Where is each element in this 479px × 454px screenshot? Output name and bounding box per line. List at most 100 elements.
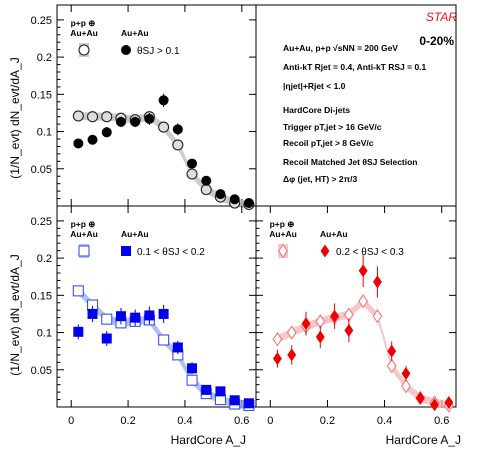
y-tick-label: 0.05 — [31, 164, 52, 176]
legend-pp-label-2: Au+Au — [70, 28, 98, 38]
pp-point — [72, 285, 84, 297]
auau-point — [215, 189, 226, 200]
pp-point — [72, 110, 84, 122]
legend-pp-label: p+p ⊕ — [71, 219, 96, 229]
auau-point — [115, 311, 126, 322]
legend-pp-label: p+p ⊕ — [71, 18, 96, 28]
auau-point — [201, 175, 212, 186]
auau-point — [158, 95, 169, 106]
legend-auau-label: Au+Au — [320, 229, 348, 239]
y-tick-label: 0.05 — [31, 365, 52, 377]
auau-point — [301, 317, 311, 331]
auau-point — [229, 194, 240, 205]
pp-band — [277, 297, 449, 410]
legend-pp-label-2: Au+Au — [269, 229, 297, 239]
legend-auau-marker — [320, 244, 330, 258]
legend-pp-marker — [78, 44, 90, 56]
legend-selection: θSJ > 0.1 — [137, 46, 180, 57]
auau-point — [187, 363, 198, 374]
auau-point — [315, 330, 325, 344]
svg-text:HardCore A_J: HardCore A_J — [386, 433, 461, 447]
auau-point — [130, 312, 141, 323]
pp-point — [172, 139, 184, 151]
pp-point — [186, 374, 198, 386]
auau-point — [415, 391, 425, 405]
auau-point — [115, 116, 126, 127]
legend-selection: 0.2 < θSJ < 0.3 — [336, 247, 404, 258]
y-tick-label: 0.15 — [31, 89, 52, 101]
auau-point — [387, 344, 397, 358]
pp-point — [272, 332, 283, 347]
legend-selection: 0.1 < θSJ < 0.2 — [137, 247, 205, 258]
info-line-5: HardCore Di-jets — [283, 105, 350, 115]
pp-point — [101, 313, 113, 325]
y-tick-label: 0.15 — [31, 290, 52, 302]
info-line-9: Recoil Matched Jet θSJ Selection — [283, 157, 418, 167]
info-line-3: |ηjet|+Rjet < 1.0 — [283, 81, 346, 91]
legend-auau-marker — [121, 45, 131, 55]
x-tick-label: 0.4 — [377, 415, 392, 427]
y-tick-label: 0.2 — [37, 253, 52, 265]
x-tick-label: 0 — [68, 415, 74, 427]
info-line-2: Anti-kT Rjet = 0.4, Anti-kT RSJ = 0.1 — [283, 62, 427, 72]
panel-bottom-left: 0.050.10.150.20.250 0.2 0.4 0.6p+p ⊕Au+Au Au… — [31, 206, 256, 427]
legend-pp-marker — [278, 243, 288, 259]
star-logo: STAR — [426, 10, 457, 24]
auau-point — [229, 395, 240, 406]
auau-point — [187, 158, 198, 169]
auau-point — [372, 275, 382, 289]
pp-point — [200, 184, 212, 196]
info-line-6: Trigger pT,jet > 16 GeV/c — [283, 122, 382, 132]
pp-point — [386, 358, 397, 374]
x-tick-label: 0.2 — [120, 415, 135, 427]
svg-text:HardCore A_J: HardCore A_J — [171, 433, 246, 447]
info-line-7: Recoil pT,jet > 8 GeV/c — [283, 138, 374, 148]
auau-point — [272, 352, 282, 366]
x-tick-label: 0.4 — [177, 415, 192, 427]
y-axis-title-bottom: (1/N_evt) dN_evt/dA_J — [8, 254, 22, 375]
pp-point — [358, 294, 369, 309]
legend-pp-label: p+p ⊕ — [270, 219, 295, 229]
pp-point — [286, 325, 297, 340]
x-tick-label: 0.6 — [434, 415, 449, 427]
y-tick-label: 0.2 — [37, 52, 52, 64]
auau-point — [201, 384, 212, 395]
svg-text:(1/N_evt) dN_evt/dA_J: (1/N_evt) dN_evt/dA_J — [8, 254, 22, 375]
legend-auau-label: Au+Au — [121, 229, 149, 239]
auau-point — [87, 308, 98, 319]
y-tick-label: 0.1 — [37, 127, 52, 139]
auau-point — [172, 124, 183, 135]
auau-point — [330, 309, 340, 323]
pp-point — [158, 121, 170, 133]
auau-point — [172, 342, 183, 353]
centrality-label: 0-20% — [419, 34, 454, 48]
auau-point — [101, 333, 112, 344]
x-tick-label: 0.6 — [234, 415, 249, 427]
pp-point — [101, 111, 113, 123]
auau-point — [101, 127, 112, 138]
legend-pp-marker — [78, 245, 90, 257]
legend-pp-label-2: Au+Au — [70, 229, 98, 239]
auau-point — [444, 396, 454, 410]
auau-point — [243, 398, 254, 409]
pp-point — [372, 308, 383, 324]
x-tick-label: 0 — [267, 415, 273, 427]
y-tick-label: 0.1 — [37, 328, 52, 340]
pp-point — [158, 334, 170, 346]
auau-point — [144, 310, 155, 321]
legend-auau-marker — [121, 246, 131, 256]
info-line-10: Δφ (jet, HT) > 2π/3 — [283, 174, 357, 184]
svg-text:(1/N_evt) dN_evt/dA_J: (1/N_evt) dN_evt/dA_J — [8, 57, 22, 178]
auau-point — [73, 326, 84, 337]
auau-point — [401, 366, 411, 381]
auau-point — [358, 264, 368, 278]
auau-point — [158, 308, 169, 319]
x-tick-label: 0.2 — [320, 415, 335, 427]
info-panel: STAR 0-20% Au+Au, p+p √sNN = 200 GeV Ant… — [283, 10, 457, 184]
pp-point — [86, 111, 99, 123]
pp-point — [401, 378, 411, 394]
auau-point — [215, 386, 226, 397]
